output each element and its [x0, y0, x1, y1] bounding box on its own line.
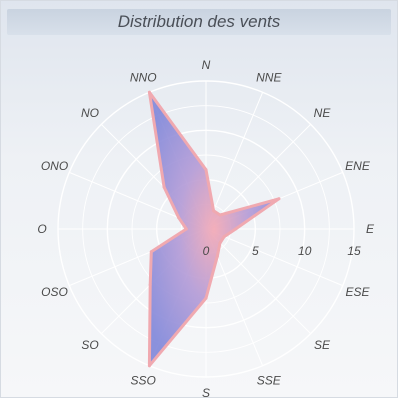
data-point-sso	[147, 364, 151, 368]
direction-label-ese: ESE	[345, 285, 370, 299]
radial-tick-label: 15	[347, 244, 361, 258]
direction-label-se: SE	[314, 338, 331, 352]
data-point-o	[184, 227, 188, 231]
data-point-oso	[149, 250, 153, 254]
data-point-nne	[212, 209, 216, 213]
data-point-ene	[277, 197, 281, 201]
data-point-sse	[215, 254, 219, 258]
direction-label-e: E	[366, 222, 375, 236]
data-point-se	[218, 241, 222, 245]
direction-label-nno: NNO	[130, 71, 157, 85]
direction-label-s: S	[202, 386, 210, 398]
direction-label-sso: SSO	[131, 374, 156, 388]
data-point-e	[234, 227, 238, 231]
radar-series	[147, 90, 281, 368]
direction-labels: N NNE NE ENE E ESE SE SSE S SSO SO OSO O ONO NO NNO	[37, 58, 375, 398]
grid-spoke	[205, 228, 343, 287]
direction-label-ene: ENE	[345, 159, 371, 173]
direction-label-n: N	[202, 58, 211, 72]
data-point-so	[148, 283, 152, 287]
data-point-ne	[218, 213, 222, 217]
direction-label-ono: ONO	[41, 159, 68, 173]
radial-tick-label: 5	[252, 244, 259, 258]
direction-label-ne: NE	[314, 106, 332, 120]
direction-label-so: SO	[81, 338, 98, 352]
data-point-n	[204, 168, 208, 172]
direction-label-sse: SSE	[257, 374, 282, 388]
direction-label-nne: NNE	[256, 71, 282, 85]
data-point-nno	[147, 90, 151, 94]
grid-spoke	[205, 228, 312, 335]
data-point-ese	[222, 235, 226, 239]
direction-label-no: NO	[81, 106, 99, 120]
chart-title: Distribution des vents	[7, 9, 391, 35]
grid-spoke	[205, 123, 312, 230]
direction-label-o: O	[37, 222, 46, 236]
data-point-ono	[177, 216, 181, 220]
data-point-s	[204, 296, 208, 300]
direction-label-oso: OSO	[41, 285, 68, 299]
radial-tick-label: 10	[298, 244, 312, 258]
radial-tick-label: 0	[203, 244, 210, 258]
radial-tick-labels: 0 5 10 15	[203, 244, 361, 258]
data-point-no	[162, 185, 166, 189]
grid-spoke	[205, 92, 264, 230]
